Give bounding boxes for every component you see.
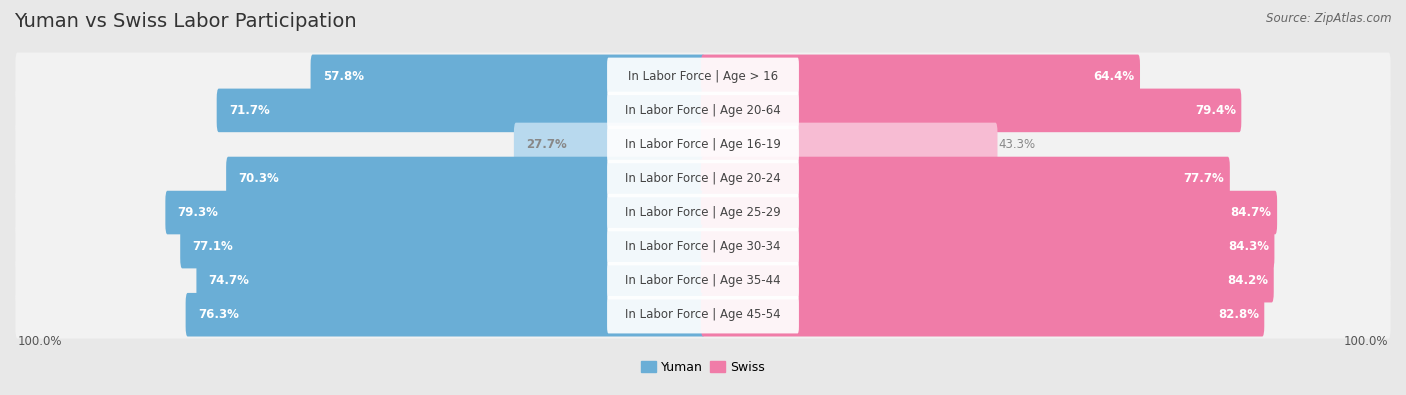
Text: In Labor Force | Age 35-44: In Labor Force | Age 35-44	[626, 274, 780, 287]
FancyBboxPatch shape	[702, 293, 1264, 337]
FancyBboxPatch shape	[702, 88, 1241, 132]
Text: 57.8%: 57.8%	[323, 70, 364, 83]
Text: 76.3%: 76.3%	[198, 308, 239, 321]
FancyBboxPatch shape	[186, 293, 704, 337]
FancyBboxPatch shape	[226, 157, 704, 200]
FancyBboxPatch shape	[197, 259, 704, 303]
FancyBboxPatch shape	[513, 123, 704, 166]
FancyBboxPatch shape	[607, 92, 799, 129]
FancyBboxPatch shape	[15, 53, 1391, 100]
Text: In Labor Force | Age > 16: In Labor Force | Age > 16	[628, 70, 778, 83]
FancyBboxPatch shape	[15, 87, 1391, 134]
Text: 84.2%: 84.2%	[1227, 274, 1268, 287]
Text: Yuman vs Swiss Labor Participation: Yuman vs Swiss Labor Participation	[14, 12, 357, 31]
FancyBboxPatch shape	[311, 55, 704, 98]
Text: In Labor Force | Age 30-34: In Labor Force | Age 30-34	[626, 240, 780, 253]
Text: In Labor Force | Age 20-64: In Labor Force | Age 20-64	[626, 104, 780, 117]
Text: 64.4%: 64.4%	[1094, 70, 1135, 83]
Text: 77.7%: 77.7%	[1184, 172, 1225, 185]
Text: 100.0%: 100.0%	[1344, 335, 1389, 348]
Text: 71.7%: 71.7%	[229, 104, 270, 117]
Text: Source: ZipAtlas.com: Source: ZipAtlas.com	[1267, 12, 1392, 25]
Text: 74.7%: 74.7%	[208, 274, 249, 287]
Text: 79.3%: 79.3%	[177, 206, 218, 219]
Text: 84.7%: 84.7%	[1230, 206, 1271, 219]
FancyBboxPatch shape	[607, 126, 799, 163]
FancyBboxPatch shape	[217, 88, 704, 132]
FancyBboxPatch shape	[180, 225, 704, 268]
FancyBboxPatch shape	[702, 55, 1140, 98]
FancyBboxPatch shape	[607, 194, 799, 231]
Text: 43.3%: 43.3%	[998, 138, 1036, 151]
Text: 70.3%: 70.3%	[238, 172, 278, 185]
FancyBboxPatch shape	[702, 123, 997, 166]
FancyBboxPatch shape	[702, 157, 1230, 200]
FancyBboxPatch shape	[702, 225, 1274, 268]
FancyBboxPatch shape	[702, 191, 1277, 234]
Text: In Labor Force | Age 25-29: In Labor Force | Age 25-29	[626, 206, 780, 219]
FancyBboxPatch shape	[702, 259, 1274, 303]
FancyBboxPatch shape	[607, 296, 799, 333]
Text: 77.1%: 77.1%	[193, 240, 233, 253]
FancyBboxPatch shape	[15, 291, 1391, 339]
Text: In Labor Force | Age 20-24: In Labor Force | Age 20-24	[626, 172, 780, 185]
FancyBboxPatch shape	[15, 189, 1391, 236]
FancyBboxPatch shape	[15, 257, 1391, 305]
Legend: Yuman, Swiss: Yuman, Swiss	[636, 356, 770, 379]
FancyBboxPatch shape	[15, 155, 1391, 202]
Text: 79.4%: 79.4%	[1195, 104, 1236, 117]
FancyBboxPatch shape	[607, 228, 799, 265]
FancyBboxPatch shape	[166, 191, 704, 234]
Text: 100.0%: 100.0%	[17, 335, 62, 348]
FancyBboxPatch shape	[607, 58, 799, 95]
FancyBboxPatch shape	[607, 160, 799, 197]
Text: In Labor Force | Age 16-19: In Labor Force | Age 16-19	[626, 138, 780, 151]
FancyBboxPatch shape	[607, 262, 799, 299]
Text: 82.8%: 82.8%	[1218, 308, 1258, 321]
Text: 27.7%: 27.7%	[526, 138, 567, 151]
Text: In Labor Force | Age 45-54: In Labor Force | Age 45-54	[626, 308, 780, 321]
FancyBboxPatch shape	[15, 223, 1391, 271]
FancyBboxPatch shape	[15, 120, 1391, 168]
Text: 84.3%: 84.3%	[1227, 240, 1270, 253]
